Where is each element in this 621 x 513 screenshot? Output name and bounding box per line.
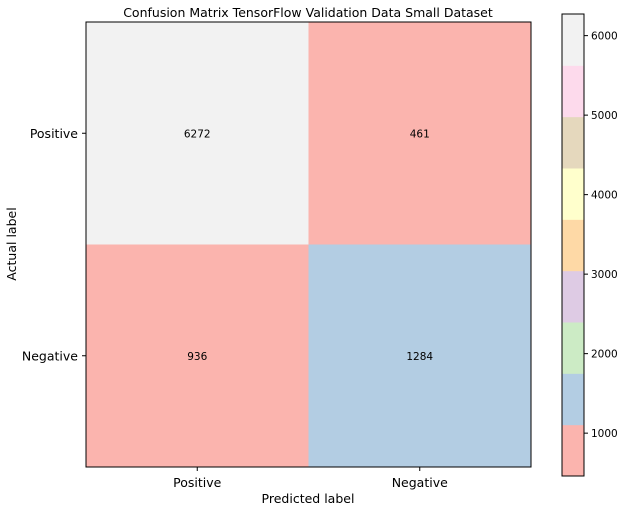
colorbar bbox=[561, 13, 585, 477]
colorbar-segment bbox=[562, 373, 584, 426]
cell-value-label: 461 bbox=[410, 128, 430, 140]
colorbar-ticks: 1000 2000 3000 4000 5000 6000 bbox=[584, 31, 618, 440]
heatmap-cell bbox=[308, 244, 531, 467]
y-tick-label: Negative bbox=[22, 348, 78, 363]
colorbar-segment bbox=[562, 65, 584, 118]
heatmap-cell-labels: 6272 461 936 1284 bbox=[184, 128, 434, 363]
colorbar-tick-label: 2000 bbox=[591, 349, 618, 361]
x-tick-label: Positive bbox=[173, 475, 221, 490]
heatmap-cells bbox=[86, 22, 531, 467]
cell-value-label: 1284 bbox=[406, 351, 433, 363]
heatmap-cell bbox=[86, 22, 309, 245]
colorbar-frame bbox=[561, 13, 585, 477]
colorbar-segment bbox=[562, 219, 584, 272]
y-axis-label: Actual label bbox=[4, 207, 19, 280]
heatmap-cell bbox=[308, 22, 531, 245]
colorbar-segment bbox=[562, 322, 584, 374]
colorbar-segment bbox=[562, 14, 584, 66]
cell-value-label: 936 bbox=[187, 351, 207, 363]
colorbar-tick-label: 4000 bbox=[591, 190, 618, 202]
colorbar-segment bbox=[562, 116, 584, 169]
colorbar-segment bbox=[562, 424, 584, 477]
colorbar-segment bbox=[562, 168, 584, 220]
heatmap-cell bbox=[86, 244, 309, 467]
y-tick-label: Positive bbox=[30, 126, 78, 141]
x-axis-label: Predicted label bbox=[262, 491, 355, 506]
x-axis-ticks: Positive Negative bbox=[173, 467, 448, 490]
colorbar-tick-label: 3000 bbox=[591, 269, 618, 281]
plot-frame bbox=[85, 21, 532, 468]
colorbar-segment bbox=[562, 270, 584, 323]
colorbar-tick-label: 6000 bbox=[591, 31, 618, 43]
colorbar-tick-label: 1000 bbox=[591, 428, 618, 440]
y-axis-ticks: Positive Negative bbox=[22, 126, 86, 363]
chart-title: Confusion Matrix TensorFlow Validation D… bbox=[123, 5, 493, 20]
x-tick-label: Negative bbox=[392, 475, 448, 490]
cell-value-label: 6272 bbox=[184, 128, 211, 140]
colorbar-tick-label: 5000 bbox=[591, 110, 618, 122]
